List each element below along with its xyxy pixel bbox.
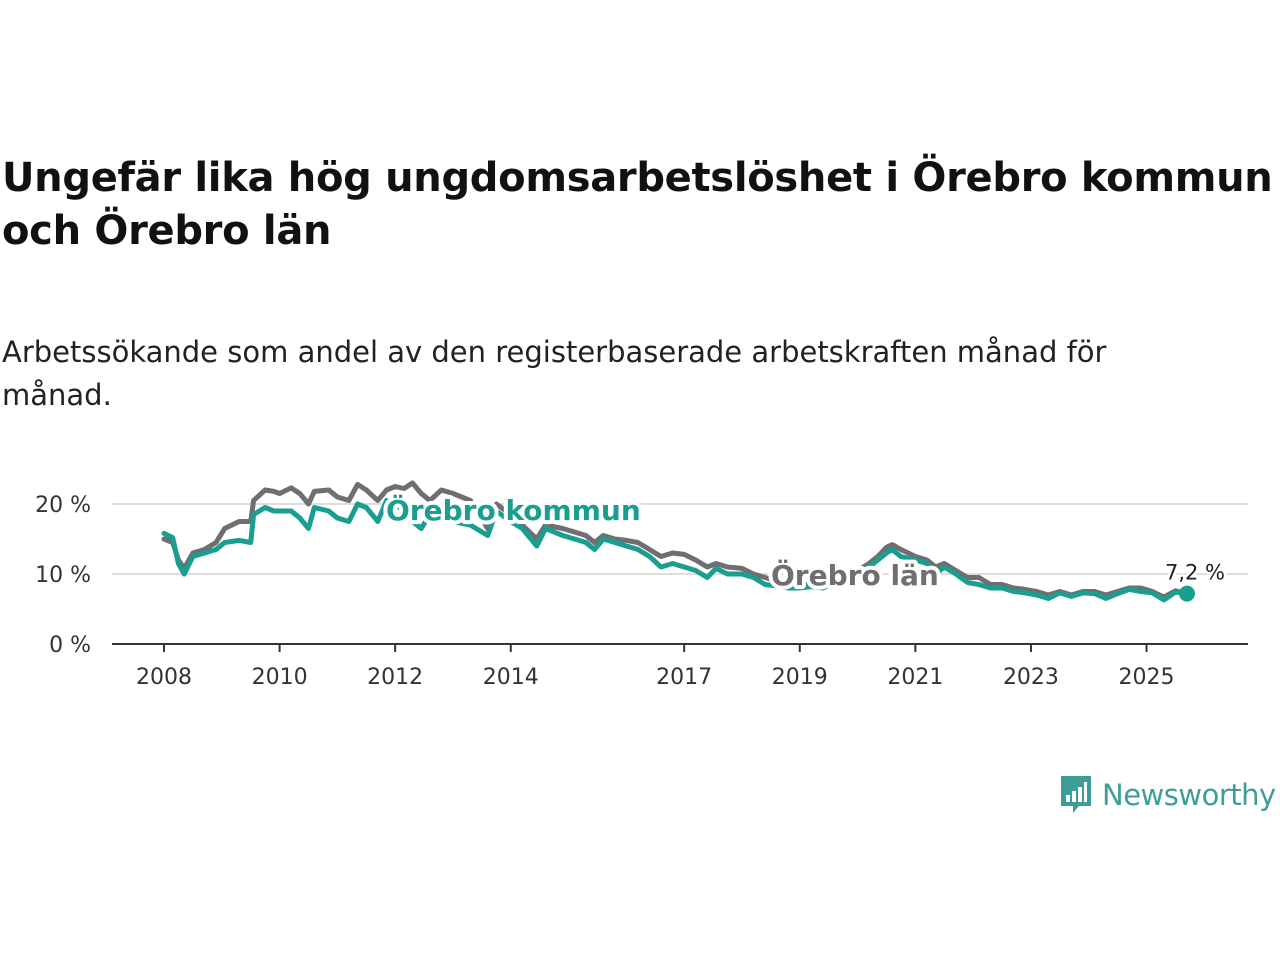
x-axis-ticks: 2008 2010 2012 2014 2017 2019 2021 2023 2025 [112, 643, 1248, 690]
series-labels: Örebro kommun Örebro län 7,2 % [382, 489, 1228, 602]
chart-title: Ungefär lika hög ungdomsarbetslöshet i Ö… [2, 155, 1273, 254]
series-line-kommun [161, 498, 1190, 603]
y-tick-label: 0 % [49, 633, 91, 658]
x-tick-label: 2017 [656, 665, 712, 690]
y-tick-label: 20 % [35, 493, 91, 518]
end-value-label: 7,2 % [1165, 561, 1225, 585]
x-tick-label: 2008 [136, 665, 192, 690]
brand-name: Newsworthy [1102, 778, 1276, 812]
y-axis-ticks: 0 % 10 % 20 % [35, 493, 91, 658]
newsworthy-logo-icon [1061, 776, 1091, 813]
x-tick-label: 2023 [1003, 665, 1059, 690]
series-label-orebro-lan: Örebro län [771, 558, 939, 592]
series-line-lan [161, 480, 1190, 600]
x-tick-label: 2025 [1119, 665, 1175, 690]
line-chart: 0 % 10 % 20 % 2008 2010 2012 2014 2017 2019 2021… [35, 480, 1248, 690]
x-tick-label: 2010 [252, 665, 308, 690]
series-lines [161, 480, 1190, 603]
gridlines [112, 503, 1248, 575]
series-label-orebro-kommun: Örebro kommun [386, 493, 641, 527]
y-tick-label: 10 % [35, 563, 91, 588]
end-point-marker [1179, 585, 1195, 602]
chart-subtitle: Arbetssökande som andel av den registerb… [2, 335, 1107, 412]
x-tick-label: 2014 [483, 665, 539, 690]
newsworthy-logo: Newsworthy [1058, 773, 1276, 817]
x-tick-label: 2012 [367, 665, 423, 690]
x-tick-label: 2019 [772, 665, 828, 690]
x-tick-label: 2021 [887, 665, 943, 690]
